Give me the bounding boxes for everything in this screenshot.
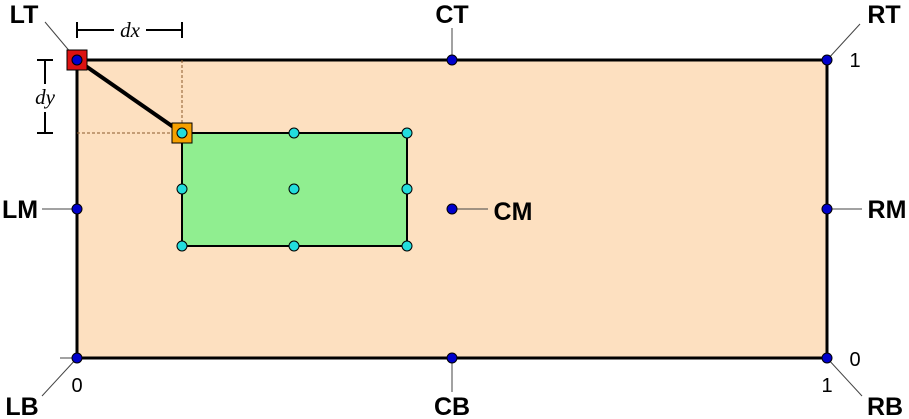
label-rb: RB bbox=[867, 393, 903, 419]
tick-label-right-zero: 0 bbox=[849, 349, 860, 371]
child-dot-rt bbox=[401, 127, 413, 139]
anchor-dot-cb bbox=[446, 352, 458, 364]
anchor-dot-rt bbox=[821, 54, 833, 66]
anchor-dot-lm bbox=[71, 203, 83, 215]
child-anchor-dots bbox=[176, 127, 413, 252]
dy-label: dy bbox=[35, 85, 56, 109]
child-dot-lb bbox=[176, 240, 188, 252]
label-cb: CB bbox=[434, 393, 470, 419]
anchor-dot-ct bbox=[446, 54, 458, 66]
anchor-dot-lb bbox=[71, 352, 83, 364]
offset-connector bbox=[75, 58, 184, 135]
leader-lb bbox=[41, 357, 78, 397]
child-dot-ct bbox=[288, 127, 300, 139]
label-lt: LT bbox=[10, 1, 39, 29]
leader-rt bbox=[826, 23, 861, 61]
child-dot-cb bbox=[288, 240, 300, 252]
dy-dimension bbox=[37, 59, 53, 134]
anchor-dot-cm bbox=[446, 203, 458, 215]
child-dot-rm bbox=[401, 183, 413, 195]
label-lm: LM bbox=[2, 196, 38, 224]
leader-rb bbox=[826, 357, 863, 397]
tick-label-top-right: 1 bbox=[849, 50, 860, 72]
child-dot-cm bbox=[288, 183, 300, 195]
child-dot-rb bbox=[401, 240, 413, 252]
label-rt: RT bbox=[867, 1, 900, 29]
label-ct: CT bbox=[435, 1, 468, 29]
dx-dimension bbox=[76, 22, 183, 38]
anchor-dot-rb bbox=[821, 352, 833, 364]
tick-label-bottom-one: 1 bbox=[821, 375, 832, 397]
parent-anchor-dots bbox=[71, 54, 833, 364]
anchor-dot-lt bbox=[71, 54, 83, 66]
anchor-dot-rm bbox=[821, 203, 833, 215]
dx-label: dx bbox=[120, 18, 141, 42]
label-lb: LB bbox=[5, 393, 38, 419]
child-dot-lm bbox=[176, 183, 188, 195]
tick-label-bottom-zero: 0 bbox=[71, 375, 82, 397]
label-rm: RM bbox=[868, 196, 907, 224]
child-dot-lt bbox=[176, 127, 188, 139]
label-cm: CM bbox=[494, 198, 533, 226]
